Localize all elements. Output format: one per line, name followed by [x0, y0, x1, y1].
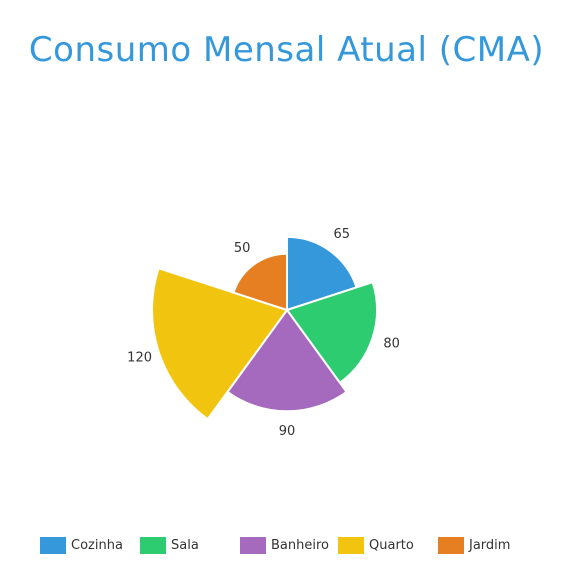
legend-swatch — [240, 536, 266, 554]
legend-item-banheiro[interactable]: Banheiro — [240, 535, 329, 555]
data-label-jardim: 50 — [234, 241, 251, 256]
labels-group: 65 80 90 120 50 — [127, 227, 400, 439]
legend-swatch — [140, 536, 166, 554]
legend-item-jardim[interactable]: Jardim — [438, 535, 510, 555]
legend-item-sala[interactable]: Sala — [140, 535, 199, 555]
legend-label: Sala — [171, 537, 199, 553]
slice-cozinha[interactable] — [286, 235, 358, 312]
legend-label: Cozinha — [71, 537, 123, 553]
slices-group — [151, 235, 378, 421]
slice-sala[interactable] — [285, 280, 378, 385]
legend-swatch — [438, 536, 464, 554]
data-label-banheiro: 90 — [279, 424, 296, 439]
chart-title: Consumo Mensal Atual (CMA) — [28, 30, 545, 70]
legend-swatch — [338, 536, 364, 554]
data-label-sala: 80 — [383, 336, 400, 351]
legend-label: Jardim — [469, 537, 511, 553]
data-label-cozinha: 65 — [333, 227, 350, 242]
legend-label: Banheiro — [271, 537, 329, 553]
data-label-quarto: 120 — [127, 350, 152, 365]
legend-label: Quarto — [369, 537, 414, 553]
legend-item-cozinha[interactable]: Cozinha — [40, 535, 123, 555]
legend-swatch — [40, 536, 66, 554]
slice-banheiro[interactable] — [226, 308, 348, 413]
slice-jardim[interactable] — [232, 252, 288, 312]
legend-item-quarto[interactable]: Quarto — [338, 535, 414, 555]
slice-quarto[interactable] — [151, 267, 289, 421]
